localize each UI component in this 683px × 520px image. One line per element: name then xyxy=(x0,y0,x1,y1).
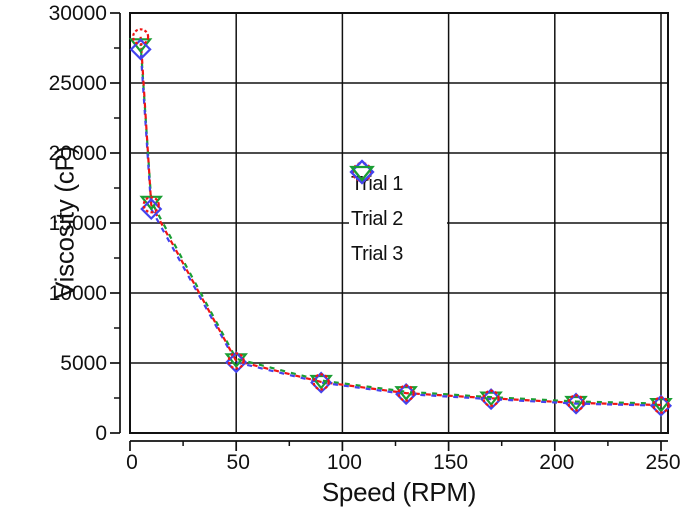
legend-item-trial-3: Trial 3 xyxy=(349,165,447,272)
circle-marker xyxy=(482,389,500,407)
triangle-down-marker xyxy=(649,398,673,413)
trial-1-circle-marker-icon xyxy=(351,161,373,183)
y-tick-label: 5000 xyxy=(60,352,107,375)
y-tick-label: 30000 xyxy=(49,2,107,25)
triangle-down-marker xyxy=(564,395,588,411)
legend-item-trial-2: Trial 2 xyxy=(349,159,447,237)
x-tick-label: 150 xyxy=(433,451,468,474)
y-tick-label: 0 xyxy=(95,422,107,445)
y-tick-label: 15000 xyxy=(49,212,107,235)
circle-marker xyxy=(652,396,670,414)
plot-frame xyxy=(129,12,669,434)
legend-label-trial-3: Trial 3 xyxy=(351,243,404,265)
triangle-down-marker xyxy=(394,386,418,401)
markers-trial-1 xyxy=(132,28,670,414)
line-trial-3 xyxy=(139,43,662,405)
circle-marker xyxy=(312,373,330,391)
circle-marker xyxy=(397,384,415,402)
y-tick-label: 25000 xyxy=(49,72,107,95)
trial-2-diamond-marker-icon xyxy=(349,159,375,185)
circle-marker xyxy=(567,394,585,412)
x-axis: 0 50 100 150 200 250 xyxy=(126,440,681,474)
y-tick-label: 20000 xyxy=(49,142,107,165)
triangle-down-marker xyxy=(479,391,503,407)
y-tick-label: 10000 xyxy=(49,282,107,305)
x-tick-label: 200 xyxy=(539,451,574,474)
circle-icon xyxy=(351,161,373,183)
trial-3-triangle-marker-icon xyxy=(349,165,375,182)
x-tick-label: 50 xyxy=(227,451,250,474)
legend: Trial 1 Trial 2 Trial 3 xyxy=(349,157,447,285)
circle-marker xyxy=(142,196,160,214)
legend-label-trial-2: Trial 2 xyxy=(351,208,404,230)
x-tick-label: 100 xyxy=(327,451,362,474)
diamond-icon xyxy=(349,159,375,185)
triangle-down-marker xyxy=(309,374,333,390)
y-axis-title: Viscosity (cP) xyxy=(49,146,80,299)
triangle-down-icon xyxy=(349,165,375,182)
x-axis-title: Speed (RPM) xyxy=(321,477,477,507)
circle-marker xyxy=(227,352,245,370)
circle-marker xyxy=(132,28,150,46)
x-tick-label: 250 xyxy=(645,451,680,474)
x-tick-label: 0 xyxy=(126,451,138,474)
gridlines xyxy=(130,13,668,433)
y-axis: 0 5000 10000 15000 20000 25000 30000 xyxy=(49,2,121,445)
line-trial-1 xyxy=(139,36,662,407)
diamond-marker xyxy=(129,38,152,61)
